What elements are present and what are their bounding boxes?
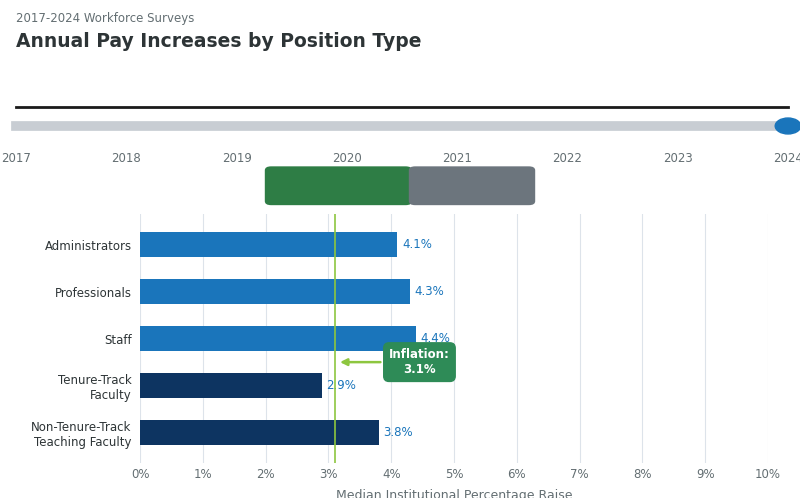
Bar (140, 374, 322, 398)
Text: 2017: 2017 (1, 152, 31, 165)
Bar (140, 420, 378, 445)
Text: 4.1%: 4.1% (402, 238, 432, 251)
Text: 3.8%: 3.8% (383, 426, 413, 439)
Text: 2022: 2022 (553, 152, 582, 165)
Text: Animate All Years: Animate All Years (410, 179, 534, 192)
Text: 2023: 2023 (663, 152, 693, 165)
Text: 4.4%: 4.4% (421, 332, 450, 345)
Text: 2019: 2019 (222, 152, 251, 165)
Text: 4.3%: 4.3% (414, 285, 444, 298)
Text: 2021: 2021 (442, 152, 472, 165)
X-axis label: Median Institutional Percentage Raise: Median Institutional Percentage Raise (336, 490, 572, 498)
Text: 2017-2024 Workforce Surveys: 2017-2024 Workforce Surveys (16, 12, 194, 25)
Text: 2.9%: 2.9% (326, 379, 356, 392)
Bar (140, 233, 398, 257)
Text: Annual Pay Increases by Position Type: Annual Pay Increases by Position Type (16, 32, 422, 51)
Text: 2024: 2024 (773, 152, 800, 165)
Text: 2020: 2020 (332, 152, 362, 165)
Text: 2018: 2018 (111, 152, 141, 165)
Text: Inflation:
3.1%: Inflation: 3.1% (342, 348, 450, 376)
Bar (140, 279, 410, 304)
Text: Hide Annual Inflation: Hide Annual Inflation (264, 179, 413, 192)
Bar (140, 326, 416, 351)
